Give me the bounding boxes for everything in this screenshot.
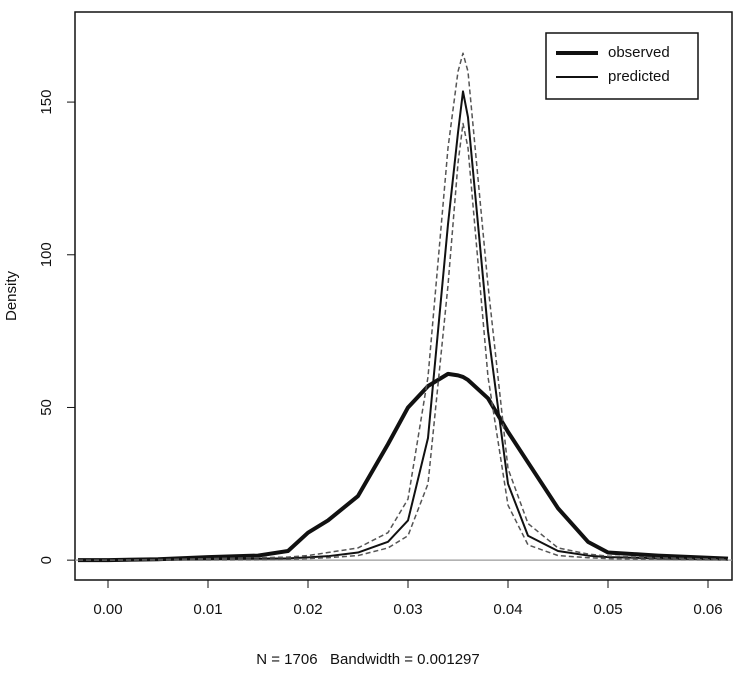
plot-frame [74, 11, 733, 581]
series-line [78, 90, 729, 562]
y-tick-label: 0 [38, 556, 55, 564]
legend-label: observed [608, 44, 670, 61]
x-tick-label: 0.02 [293, 601, 322, 618]
band-line [78, 122, 729, 561]
y-axis-label: Density [3, 270, 20, 321]
x-tick-label: 0.01 [193, 601, 222, 618]
x-tick-label: 0.03 [393, 601, 422, 618]
x-tick-label: 0.04 [493, 601, 522, 618]
x-tick-label: 0.06 [693, 601, 722, 618]
y-tick-label: 50 [38, 399, 55, 416]
series-line [78, 371, 729, 563]
band-line [78, 52, 729, 561]
x-tick-label: 0.00 [93, 601, 122, 618]
legend-label: predicted [608, 68, 670, 85]
y-tick-label: 150 [38, 90, 55, 115]
y-tick-label: 100 [38, 242, 55, 267]
x-axis-label: N = 1706 Bandwidth = 0.001297 [256, 651, 480, 668]
x-tick-label: 0.05 [593, 601, 622, 618]
legend-box [545, 32, 699, 100]
